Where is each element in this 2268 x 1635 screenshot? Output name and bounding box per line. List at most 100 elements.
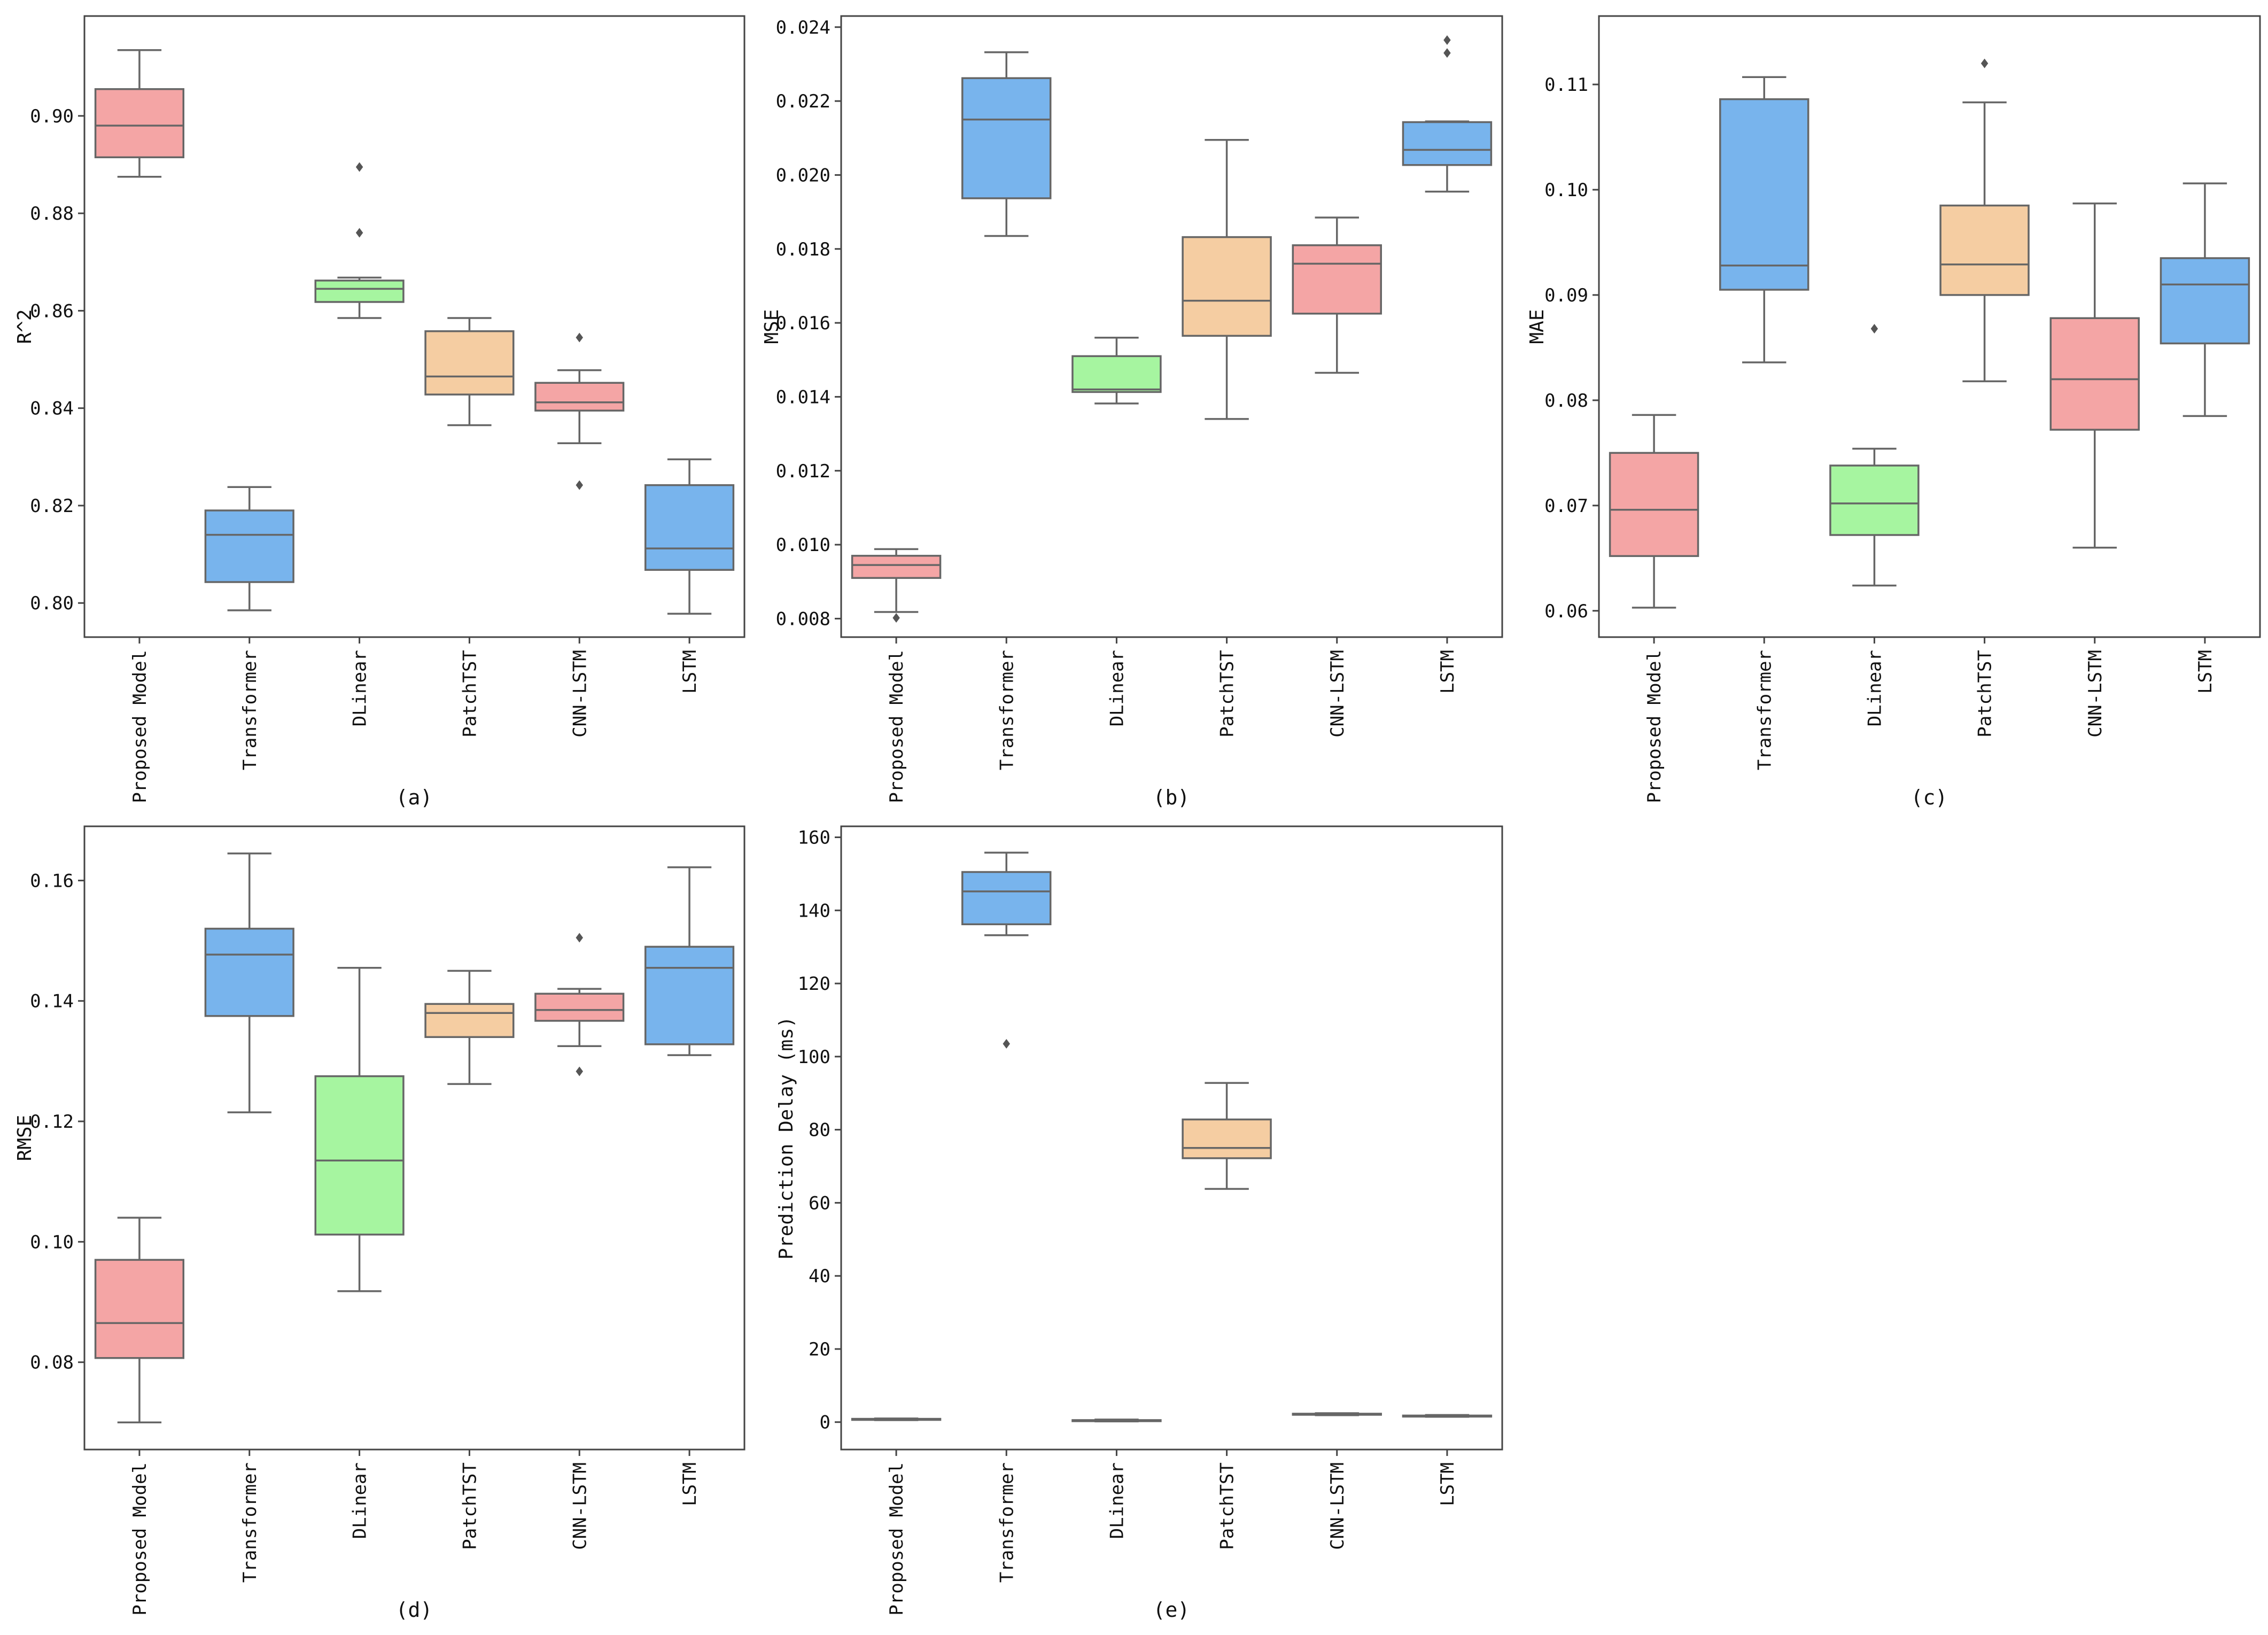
y-tick-label: 0.10 (30, 1231, 74, 1253)
x-tick-label: Proposed Model (129, 1462, 151, 1616)
y-tick-label: 0.024 (776, 17, 830, 38)
y-tick-label: 0.09 (1544, 285, 1588, 306)
x-tick-label: DLinear (349, 1462, 371, 1539)
y-tick-label: 60 (809, 1192, 830, 1214)
panel-caption: (b) (1153, 786, 1190, 809)
box-iqr (1719, 98, 1809, 291)
y-tick-label: 0.018 (776, 239, 830, 260)
box-cnn-lstm (534, 933, 625, 1076)
axes-frame (840, 15, 1503, 638)
box-transformer (1719, 76, 1809, 363)
panel-caption: (e) (1153, 1598, 1190, 1622)
box-lstm (644, 866, 735, 1056)
x-tick-label: CNN-LSTM (569, 1462, 591, 1550)
box-dlinear (1829, 323, 1920, 587)
x-tick-label: CNN-LSTM (1327, 650, 1348, 738)
y-tick-label: 0.90 (30, 106, 74, 127)
box-lstm (1402, 1414, 1493, 1418)
y-tick-label: 80 (809, 1120, 830, 1141)
x-tick-label: Proposed Model (886, 650, 907, 803)
x-tick-label: Proposed Model (886, 1462, 907, 1616)
box-cnn-lstm (1292, 216, 1382, 374)
x-tick-label: Transformer (996, 1462, 1018, 1583)
y-axis-label: MAE (1526, 309, 1548, 344)
box-iqr (424, 330, 515, 396)
x-tick-label: Transformer (239, 1462, 261, 1583)
y-tick-label: 0.012 (776, 461, 830, 482)
y-axis-label: R^2 (14, 309, 36, 344)
box-proposed-model (94, 1216, 184, 1424)
outlier-point (1870, 323, 1878, 334)
outlier-point (576, 332, 583, 343)
box-proposed-model (851, 1417, 942, 1421)
x-tick-label: LSTM (679, 1462, 701, 1506)
box-lstm (644, 458, 735, 615)
box-iqr (424, 1003, 515, 1039)
outlier-point (1980, 58, 1989, 68)
x-tick-label: Transformer (996, 650, 1018, 770)
box-iqr (534, 993, 625, 1022)
x-tick-label: LSTM (1437, 1462, 1458, 1506)
box-iqr (94, 1259, 184, 1359)
axes-frame (83, 825, 745, 1451)
x-tick-label: PatchTST (1975, 650, 1996, 738)
y-axis-label: MSE (761, 309, 783, 344)
y-tick-label: 0.11 (1544, 74, 1588, 96)
y-tick-label: 20 (809, 1339, 830, 1360)
y-tick-label: 120 (798, 973, 830, 995)
box-cnn-lstm (2049, 202, 2140, 549)
box-iqr (851, 555, 942, 579)
box-iqr (961, 871, 1052, 926)
box-patchtst (1182, 138, 1272, 420)
box-iqr (204, 927, 294, 1017)
box-iqr (644, 946, 735, 1045)
box-transformer (961, 51, 1052, 237)
y-tick-label: 0.12 (30, 1111, 74, 1133)
y-tick-label: 0.08 (1544, 390, 1588, 412)
x-tick-label: Proposed Model (1644, 650, 1665, 803)
box-dlinear (314, 966, 405, 1292)
box-patchtst (1182, 1082, 1272, 1190)
box-iqr (94, 88, 184, 159)
box-proposed-model (1609, 414, 1699, 609)
axes-frame (1598, 15, 2261, 638)
y-tick-label: 100 (798, 1047, 830, 1068)
box-iqr (314, 280, 405, 303)
box-transformer (204, 486, 294, 611)
outlier-point (355, 228, 363, 238)
panel-a: 0.80 0.82 0.84 0.86 0.88 0.90 R^2 Proposed Mode… (14, 15, 745, 809)
box-iqr (961, 77, 1052, 199)
x-tick-label: Transformer (239, 650, 261, 770)
x-tick-label: DLinear (1106, 1462, 1128, 1539)
y-tick-label: 0.10 (1544, 180, 1588, 201)
y-tick-label: 0 (820, 1412, 830, 1433)
x-tick-label: Transformer (1754, 650, 1775, 770)
y-tick-label: 140 (798, 900, 830, 921)
y-tick-label: 0.88 (30, 203, 74, 224)
outlier-point (892, 613, 900, 623)
y-tick-label: 40 (809, 1266, 830, 1287)
box-iqr (204, 509, 294, 583)
x-tick-label: CNN-LSTM (2085, 650, 2106, 738)
y-tick-label: 0.06 (1544, 601, 1588, 622)
box-patchtst (1939, 58, 2030, 383)
box-cnn-lstm (534, 332, 625, 490)
y-tick-label: 0.08 (30, 1352, 74, 1374)
y-tick-label: 0.020 (776, 165, 830, 186)
box-iqr (2049, 317, 2140, 431)
y-tick-label: 0.80 (30, 593, 74, 614)
box-transformer (961, 851, 1052, 1049)
box-dlinear (1071, 337, 1162, 405)
y-tick-label: 0.07 (1544, 495, 1588, 517)
y-tick-label: 0.008 (776, 608, 830, 630)
box-iqr (1071, 355, 1162, 393)
y-tick-label: 0.84 (30, 398, 74, 420)
outlier-point (576, 933, 583, 943)
box-iqr (1182, 236, 1272, 337)
outlier-point (1443, 48, 1451, 58)
y-tick-label: 0.010 (776, 534, 830, 556)
y-tick-label: 0.022 (776, 91, 830, 112)
axes-frame (840, 825, 1503, 1451)
panel-caption: (c) (1911, 786, 1948, 809)
